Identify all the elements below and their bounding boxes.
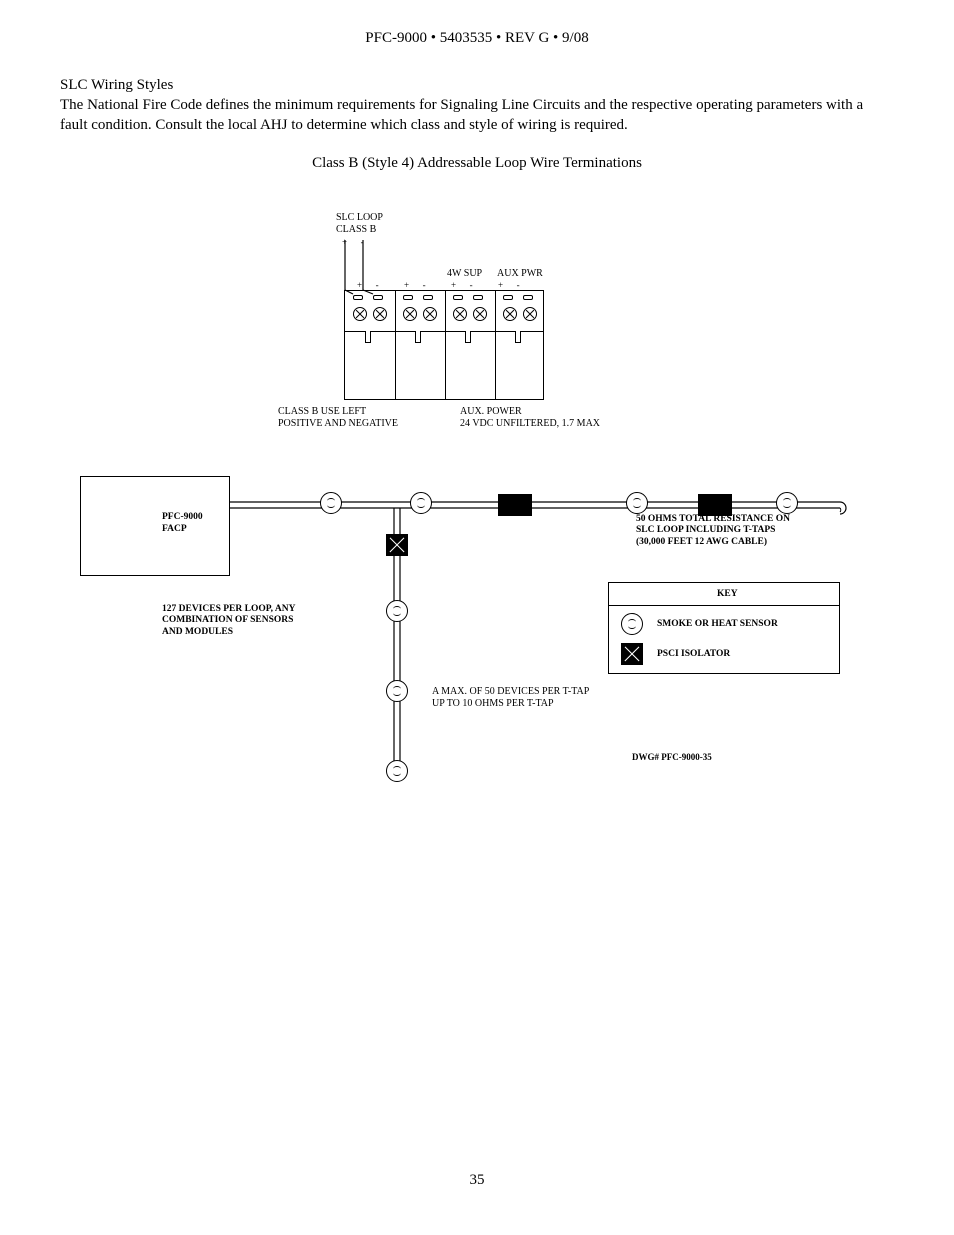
- sensor-icon: [386, 680, 408, 702]
- isolator-icon: [386, 534, 408, 556]
- group-label-4wsup: 4W SUP: [447, 268, 482, 280]
- facp-label1: PFC-9000: [162, 512, 203, 523]
- page: PFC-9000 • 5403535 • REV G • 9/08 SLC Wi…: [0, 0, 954, 1229]
- slc-loop-label: SLC LOOP CLASS B: [336, 212, 383, 236]
- key-title: KEY: [717, 589, 738, 600]
- group-label-auxpwr: AUX PWR: [497, 268, 543, 280]
- note-ttap-1: A MAX. OF 50 DEVICES PER T-TAP: [432, 686, 589, 698]
- sensor-icon: [320, 492, 342, 514]
- isolator-block: [498, 494, 532, 516]
- note-classb-1: CLASS B USE LEFT: [278, 406, 366, 418]
- isolator-block: [698, 494, 732, 516]
- diagram-title: Class B (Style 4) Addressable Loop Wire …: [60, 155, 894, 172]
- note-devices: 127 DEVICES PER LOOP, ANY COMBINATION OF…: [162, 604, 295, 638]
- body-text: The National Fire Code defines the minim…: [60, 96, 894, 135]
- note-aux-2: 24 VDC UNFILTERED, 1.7 MAX: [460, 418, 600, 430]
- sensor-icon: [410, 492, 432, 514]
- note-ttap-2: UP TO 10 OHMS PER T-TAP: [432, 698, 554, 710]
- page-number: 35: [60, 1172, 894, 1189]
- facp-label2: FACP: [162, 524, 187, 535]
- section-title: SLC Wiring Styles: [60, 77, 894, 94]
- terminal-block: [344, 290, 544, 400]
- dwg-label: DWG# PFC-9000-35: [632, 752, 712, 763]
- sensor-icon: [386, 600, 408, 622]
- isolator-icon: [621, 643, 643, 665]
- sensor-icon: [626, 492, 648, 514]
- key-box: KEY SMOKE OR HEAT SENSOR PSCI ISOLATOR: [608, 582, 840, 674]
- note-classb-2: POSITIVE AND NEGATIVE: [278, 418, 398, 430]
- sensor-icon: [621, 613, 643, 635]
- wiring-diagram: SLC LOOP CLASS B + - 4W SUP AUX PWR + - …: [60, 212, 894, 852]
- key-isolator-label: PSCI ISOLATOR: [657, 649, 730, 660]
- key-sensor-label: SMOKE OR HEAT SENSOR: [657, 619, 778, 630]
- facp-box: [80, 476, 230, 576]
- polarity-top: + -: [342, 237, 364, 248]
- sensor-icon: [776, 492, 798, 514]
- note-resistance: 50 OHMS TOTAL RESISTANCE ON SLC LOOP INC…: [636, 514, 790, 548]
- document-header: PFC-9000 • 5403535 • REV G • 9/08: [60, 30, 894, 47]
- note-aux-1: AUX. POWER: [460, 406, 522, 418]
- sensor-icon: [386, 760, 408, 782]
